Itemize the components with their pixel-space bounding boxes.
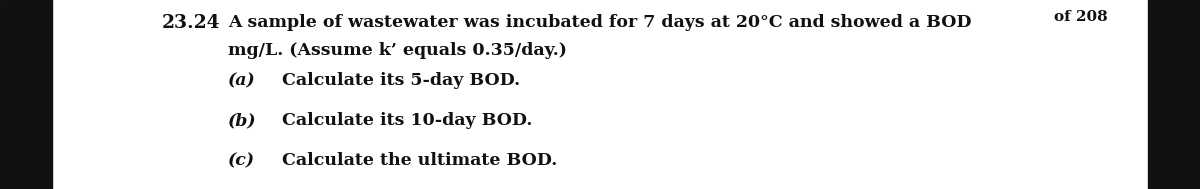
Bar xyxy=(1148,0,1200,189)
Text: Calculate the ultimate BOD.: Calculate the ultimate BOD. xyxy=(282,152,557,169)
Text: A sample of wastewater was incubated for 7 days at 20°C and showed a BOD: A sample of wastewater was incubated for… xyxy=(228,14,972,31)
Text: Calculate its 10-day BOD.: Calculate its 10-day BOD. xyxy=(282,112,533,129)
Text: of 208: of 208 xyxy=(1054,10,1108,24)
Text: (c): (c) xyxy=(228,152,256,169)
Text: Calculate its 5-day BOD.: Calculate its 5-day BOD. xyxy=(282,72,520,89)
Text: mg/L. (Assume k’ equals 0.35/day.): mg/L. (Assume k’ equals 0.35/day.) xyxy=(228,42,566,59)
Bar xyxy=(0,0,52,189)
Text: (a): (a) xyxy=(228,72,256,89)
Text: (b): (b) xyxy=(228,112,257,129)
Text: 23.24: 23.24 xyxy=(162,14,221,32)
